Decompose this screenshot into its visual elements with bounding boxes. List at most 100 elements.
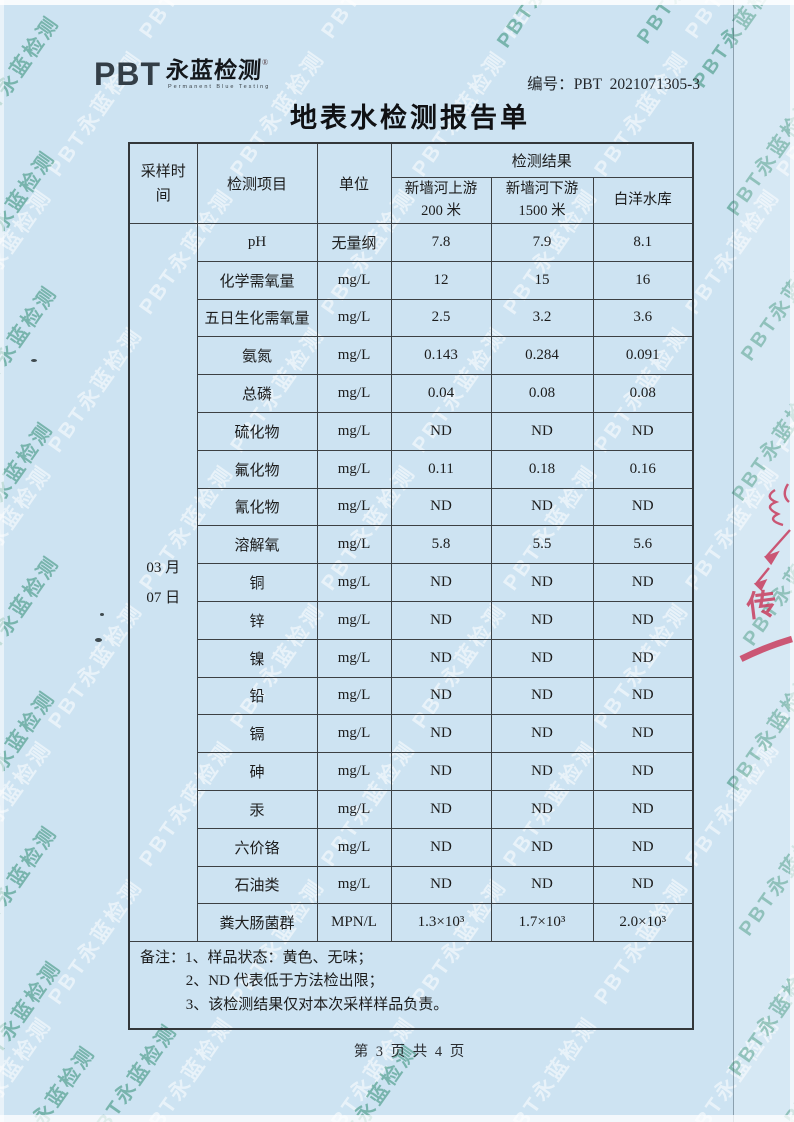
unit-cell: mg/L (316, 752, 392, 791)
value-cell-reservoir: 16 (592, 260, 694, 300)
item-cell: 氨氮 (196, 336, 318, 376)
value-cell-downstream: 0.08 (490, 374, 594, 413)
value-cell-downstream: ND (490, 714, 594, 754)
item-cell: 镉 (196, 714, 318, 754)
table-row: 氰化物 mg/L ND ND ND (129, 487, 694, 527)
red-stamp: 传 (739, 483, 793, 662)
unit-cell: mg/L (316, 260, 392, 300)
value-cell-upstream: ND (390, 676, 492, 716)
results-table: 采样时 间 检测项目 单位 检测结果 新墙河上游 200 米 新墙河下游 150… (128, 142, 694, 1031)
item-cell: 锌 (196, 600, 318, 640)
value-cell-upstream: ND (390, 865, 492, 905)
value-cell-upstream: ND (390, 411, 492, 451)
value-cell-downstream: 1.7×10³ (490, 903, 594, 943)
logo-pbt-text: PBT (94, 56, 161, 92)
page-title: 地表水检测报告单 (290, 103, 530, 133)
report-number-label: 编号： (527, 76, 574, 93)
value-cell-upstream: ND (390, 487, 492, 527)
scan-edge-top (0, 0, 794, 5)
table-row: 溶解氧 mg/L 5.8 5.5 5.6 (129, 525, 694, 565)
value-cell-reservoir: ND (592, 638, 694, 678)
value-cell-downstream: 7.9 (490, 223, 594, 262)
scan-speck (100, 613, 104, 616)
value-cell-downstream: 0.18 (490, 449, 594, 489)
value-cell-downstream: ND (490, 487, 594, 527)
value-cell-downstream: 15 (490, 260, 594, 300)
scan-edge-right (790, 0, 794, 1122)
logo-name-block: 永蓝检测® Permanent Blue Testing (165, 57, 271, 91)
value-cell-upstream: 0.143 (390, 336, 492, 376)
item-cell: 五日生化需氧量 (196, 298, 318, 338)
col-header-location-reservoir: 白洋水库 (592, 177, 694, 224)
results-body: 03 月 07 日 pH 无量纲 7.8 7.9 8.1 化学需氧量 mg/L 12 15 16 五日… (128, 222, 694, 943)
table-row: 03 月 07 日 pH 无量纲 7.8 7.9 8.1 (128, 222, 694, 943)
value-cell-upstream: ND (390, 827, 492, 867)
value-cell-upstream: 0.04 (390, 374, 492, 413)
unit-cell: mg/L (316, 638, 392, 678)
value-cell-downstream: 5.5 (490, 525, 594, 565)
unit-cell: mg/L (316, 487, 392, 527)
table-row: 镍 mg/L ND ND ND (129, 638, 694, 678)
logo-company-name: 永蓝检测 (165, 57, 263, 83)
company-logo: PBT 永蓝检测® Permanent Blue Testing (94, 56, 271, 92)
report-number-value: PBT 2021071305-3 (573, 76, 700, 93)
unit-cell: mg/L (316, 600, 392, 640)
value-cell-downstream: ND (490, 638, 594, 678)
value-cell-downstream: ND (490, 865, 594, 905)
item-cell: 溶解氧 (196, 525, 318, 565)
sampling-time-cell: 03 月 07 日 (128, 222, 198, 943)
unit-cell: mg/L (316, 411, 392, 451)
unit-cell: mg/L (316, 298, 392, 338)
table-row: 粪大肠菌群 MPN/L 1.3×10³ 1.7×10³ 2.0×10³ (129, 903, 694, 943)
value-cell-reservoir: ND (592, 714, 694, 754)
value-cell-downstream: ND (490, 411, 594, 451)
table-row: 六价铬 mg/L ND ND ND (129, 827, 694, 867)
item-cell: 氟化物 (196, 449, 318, 489)
value-cell-downstream: ND (490, 563, 594, 602)
item-cell: 化学需氧量 (196, 260, 318, 300)
table-row: 氟化物 mg/L 0.11 0.18 0.16 (129, 449, 694, 489)
item-cell: 六价铬 (196, 827, 318, 867)
item-cell: 铜 (196, 563, 318, 602)
item-cell: 石油类 (196, 865, 318, 905)
value-cell-reservoir: ND (592, 563, 694, 602)
value-cell-downstream: ND (490, 600, 594, 640)
value-cell-reservoir: 0.091 (592, 336, 694, 376)
item-cell: 汞 (196, 789, 318, 829)
value-cell-upstream: 12 (390, 260, 492, 300)
scan-speck (31, 359, 37, 362)
value-cell-upstream: ND (390, 638, 492, 678)
value-cell-upstream: ND (390, 714, 492, 754)
item-cell: 砷 (196, 752, 318, 791)
value-cell-reservoir: 3.6 (592, 298, 694, 338)
unit-cell: mg/L (316, 374, 392, 413)
value-cell-upstream: 0.11 (390, 449, 492, 489)
registered-mark-icon: ® (262, 58, 269, 67)
unit-cell: mg/L (316, 336, 392, 376)
item-cell: pH (196, 223, 318, 262)
value-cell-upstream: ND (390, 789, 492, 829)
unit-cell: mg/L (316, 563, 392, 602)
value-cell-reservoir: ND (592, 411, 694, 451)
scan-edge-line (733, 0, 734, 1122)
table-row: 铜 mg/L ND ND ND (129, 563, 694, 602)
note-line: 3、该检测结果仅对本次采样样品负责。 (185, 996, 449, 1013)
value-cell-downstream: 3.2 (490, 298, 594, 338)
item-cell: 氰化物 (196, 487, 318, 527)
value-cell-downstream: 0.284 (490, 336, 594, 376)
value-cell-reservoir: 2.0×10³ (592, 903, 694, 943)
logo-subtext: Permanent Blue Testing (168, 84, 271, 91)
value-cell-reservoir: ND (592, 600, 694, 640)
unit-cell: mg/L (316, 449, 392, 489)
unit-cell: mg/L (316, 827, 392, 867)
note-line: 2、ND 代表低于方法检出限； (185, 973, 384, 990)
value-cell-reservoir: 5.6 (592, 525, 694, 565)
table-row: 化学需氧量 mg/L 12 15 16 (129, 260, 694, 300)
notes-row: 备注：1、样品状态：黄色、无味； 2、ND 代表低于方法检出限； 3、该检测结果仅对… (128, 941, 694, 1030)
value-cell-reservoir: ND (592, 827, 694, 867)
item-cell: 粪大肠菌群 (196, 903, 318, 943)
item-cell: 硫化物 (196, 411, 318, 451)
unit-cell: mg/L (316, 525, 392, 565)
value-cell-reservoir: 0.08 (592, 374, 694, 413)
col-header-result: 检测结果 (390, 142, 694, 178)
